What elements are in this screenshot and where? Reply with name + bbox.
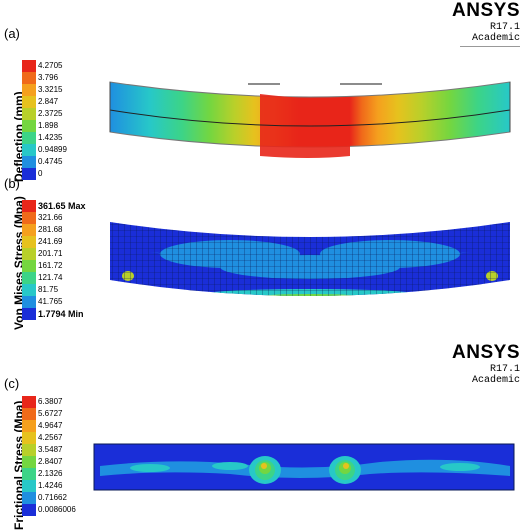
legend-value: 321.66 [38, 213, 63, 222]
legend-swatch [22, 72, 36, 84]
legend-swatch [22, 432, 36, 444]
legend-swatch [22, 224, 36, 236]
legend-swatch [22, 420, 36, 432]
legend-value: 1.4246 [38, 481, 63, 490]
legend-swatch [22, 156, 36, 168]
legend-swatch [22, 200, 36, 212]
legend-value: 4.9647 [38, 421, 63, 430]
panel-c-label: (c) [4, 376, 20, 391]
legend-value: 3.796 [38, 73, 59, 82]
frictional-stress-plate [93, 443, 515, 491]
legend-value: 3.3215 [38, 85, 63, 94]
legend-value: 0.0086006 [38, 505, 76, 514]
legend-swatch [22, 396, 36, 408]
panel-b-label: (b) [4, 176, 20, 191]
legend-value: 4.2567 [38, 433, 63, 442]
legend-value: 0.71662 [38, 493, 67, 502]
legend-swatch [22, 504, 36, 516]
legend-swatch [22, 168, 36, 180]
legend-value: 2.3725 [38, 109, 63, 118]
legend-swatch [22, 296, 36, 308]
legend-value: 121.74 [38, 273, 63, 282]
stress-mesh-beam [110, 222, 510, 296]
legend-swatch [22, 212, 36, 224]
legend-value: 241.69 [38, 237, 63, 246]
legend-swatch [22, 108, 36, 120]
legend-swatch [22, 236, 36, 248]
legend-value: 41.765 [38, 297, 63, 306]
legend-swatch [22, 480, 36, 492]
legend-value: 2.847 [38, 97, 59, 106]
legend-swatch [22, 444, 36, 456]
legend-value: 0.4745 [38, 157, 63, 166]
legend-value: 3.5487 [38, 445, 63, 454]
ansys-logo-bottom: ANSYS R17.1 Academic [400, 342, 520, 386]
legend-swatch [22, 492, 36, 504]
legend-swatch [22, 260, 36, 272]
legend-swatch [22, 60, 36, 72]
legend-value: 1.4235 [38, 133, 63, 142]
legend-swatch [22, 96, 36, 108]
ansys-edition: Academic [471, 375, 520, 386]
ansys-version: R17.1 [489, 364, 520, 375]
legend-swatch [22, 84, 36, 96]
legend-swatch [22, 120, 36, 132]
legend-swatch [22, 468, 36, 480]
legend-swatch [22, 144, 36, 156]
legend-value: 0 [38, 169, 43, 178]
ansys-brand-name: ANSYS [452, 342, 520, 363]
legend-value: 81.75 [38, 285, 59, 294]
ansys-edition: Academic [471, 33, 520, 44]
panel-a-label: (a) [4, 26, 20, 41]
deflection-beam [109, 81, 511, 158]
legend-swatch [22, 408, 36, 420]
legend-value: 0.94899 [38, 145, 67, 154]
legend-swatch [22, 456, 36, 468]
legend-value: 4.2705 [38, 61, 63, 70]
legend-value: 281.68 [38, 225, 63, 234]
ansys-brand-name: ANSYS [452, 0, 520, 21]
legend-value: 1.898 [38, 121, 59, 130]
legend-value: 2.8407 [38, 457, 63, 466]
legend-swatch [22, 284, 36, 296]
legend-value: 1.7794 Min [38, 309, 84, 319]
legend-swatch [22, 132, 36, 144]
ansys-version: R17.1 [489, 22, 520, 33]
legend-swatch [22, 272, 36, 284]
legend-value: 361.65 Max [38, 201, 86, 211]
ansys-logo-top: ANSYS R17.1 Academic [400, 0, 520, 47]
legend-value: 201.71 [38, 249, 63, 258]
legend-value: 6.3807 [38, 397, 63, 406]
legend-swatch [22, 248, 36, 260]
legend-swatch [22, 308, 36, 320]
legend-value: 2.1326 [38, 469, 63, 478]
legend-value: 161.72 [38, 261, 63, 270]
legend-value: 5.6727 [38, 409, 63, 418]
